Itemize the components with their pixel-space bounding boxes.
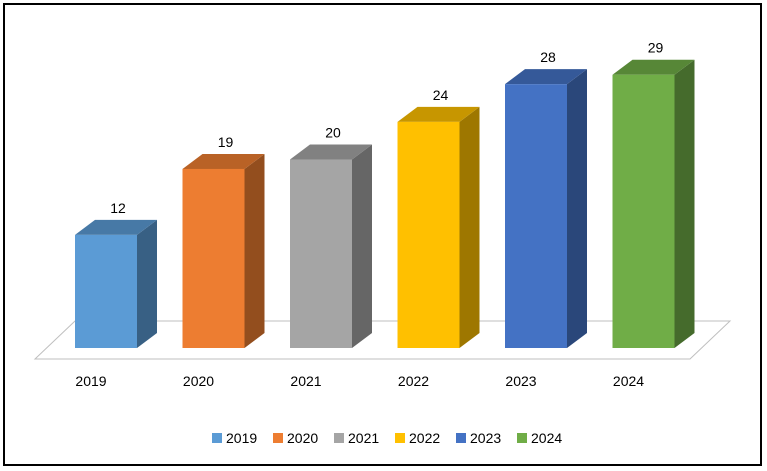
legend-swatch-2021 [334,433,344,443]
value-label-2022: 24 [433,87,449,103]
legend-item-2022: 2022 [395,430,440,446]
legend-label-2022: 2022 [409,430,440,446]
bar-front-2020 [182,168,245,348]
legend-label-2020: 2020 [287,430,318,446]
bar-side-2023 [567,69,587,348]
legend: 2019 2020 2021 2022 2023 2024 [212,430,562,446]
legend-item-2023: 2023 [456,430,501,446]
value-label-2021: 20 [325,125,341,141]
bar-top-2019 [75,219,157,235]
category-label-2021: 2021 [290,373,321,389]
bar-side-2022 [459,106,480,348]
bar-top-2023 [505,69,587,85]
legend-item-2024: 2024 [517,430,562,446]
bar-front-2024 [612,74,675,349]
legend-swatch-2024 [517,433,527,443]
legend-item-2020: 2020 [273,430,318,446]
bar-2020 [182,153,265,348]
bar-2021 [290,144,372,348]
chart-frame: 12 19 20 24 28 29 2019 2020 2021 2022 2023 2024 20… [3,3,762,466]
value-label-2024: 29 [648,40,664,56]
bar-front-2023 [505,84,567,348]
bar-side-2020 [244,153,265,348]
bar-front-2022 [397,121,460,348]
bar-front-2021 [290,159,352,348]
value-label-2023: 28 [540,49,556,65]
category-label-2020: 2020 [183,373,214,389]
value-label-2019: 12 [110,200,126,216]
bar-front-2019 [75,234,137,348]
bar-side-2021 [352,144,372,348]
legend-label-2024: 2024 [531,430,562,446]
legend-swatch-2023 [456,433,466,443]
bar-side-2024 [674,59,695,349]
legend-label-2019: 2019 [226,430,257,446]
bar-2023 [505,69,587,348]
category-label-2019: 2019 [75,373,106,389]
bar-side-2019 [137,219,157,348]
legend-swatch-2019 [212,433,222,443]
category-label-2023: 2023 [505,373,536,389]
bar-2019 [75,219,157,348]
bar-top-2020 [182,153,265,169]
legend-item-2019: 2019 [212,430,257,446]
category-label-2022: 2022 [398,373,429,389]
bar-top-2022 [397,106,480,122]
bar-2022 [397,106,480,348]
bar-top-2024 [612,59,695,75]
bar-2024 [612,59,695,349]
legend-item-2021: 2021 [334,430,379,446]
legend-label-2023: 2023 [470,430,501,446]
category-label-2024: 2024 [613,373,644,389]
legend-label-2021: 2021 [348,430,379,446]
legend-swatch-2020 [273,433,283,443]
value-label-2020: 19 [218,134,234,150]
bar-top-2021 [290,144,372,160]
legend-swatch-2022 [395,433,405,443]
